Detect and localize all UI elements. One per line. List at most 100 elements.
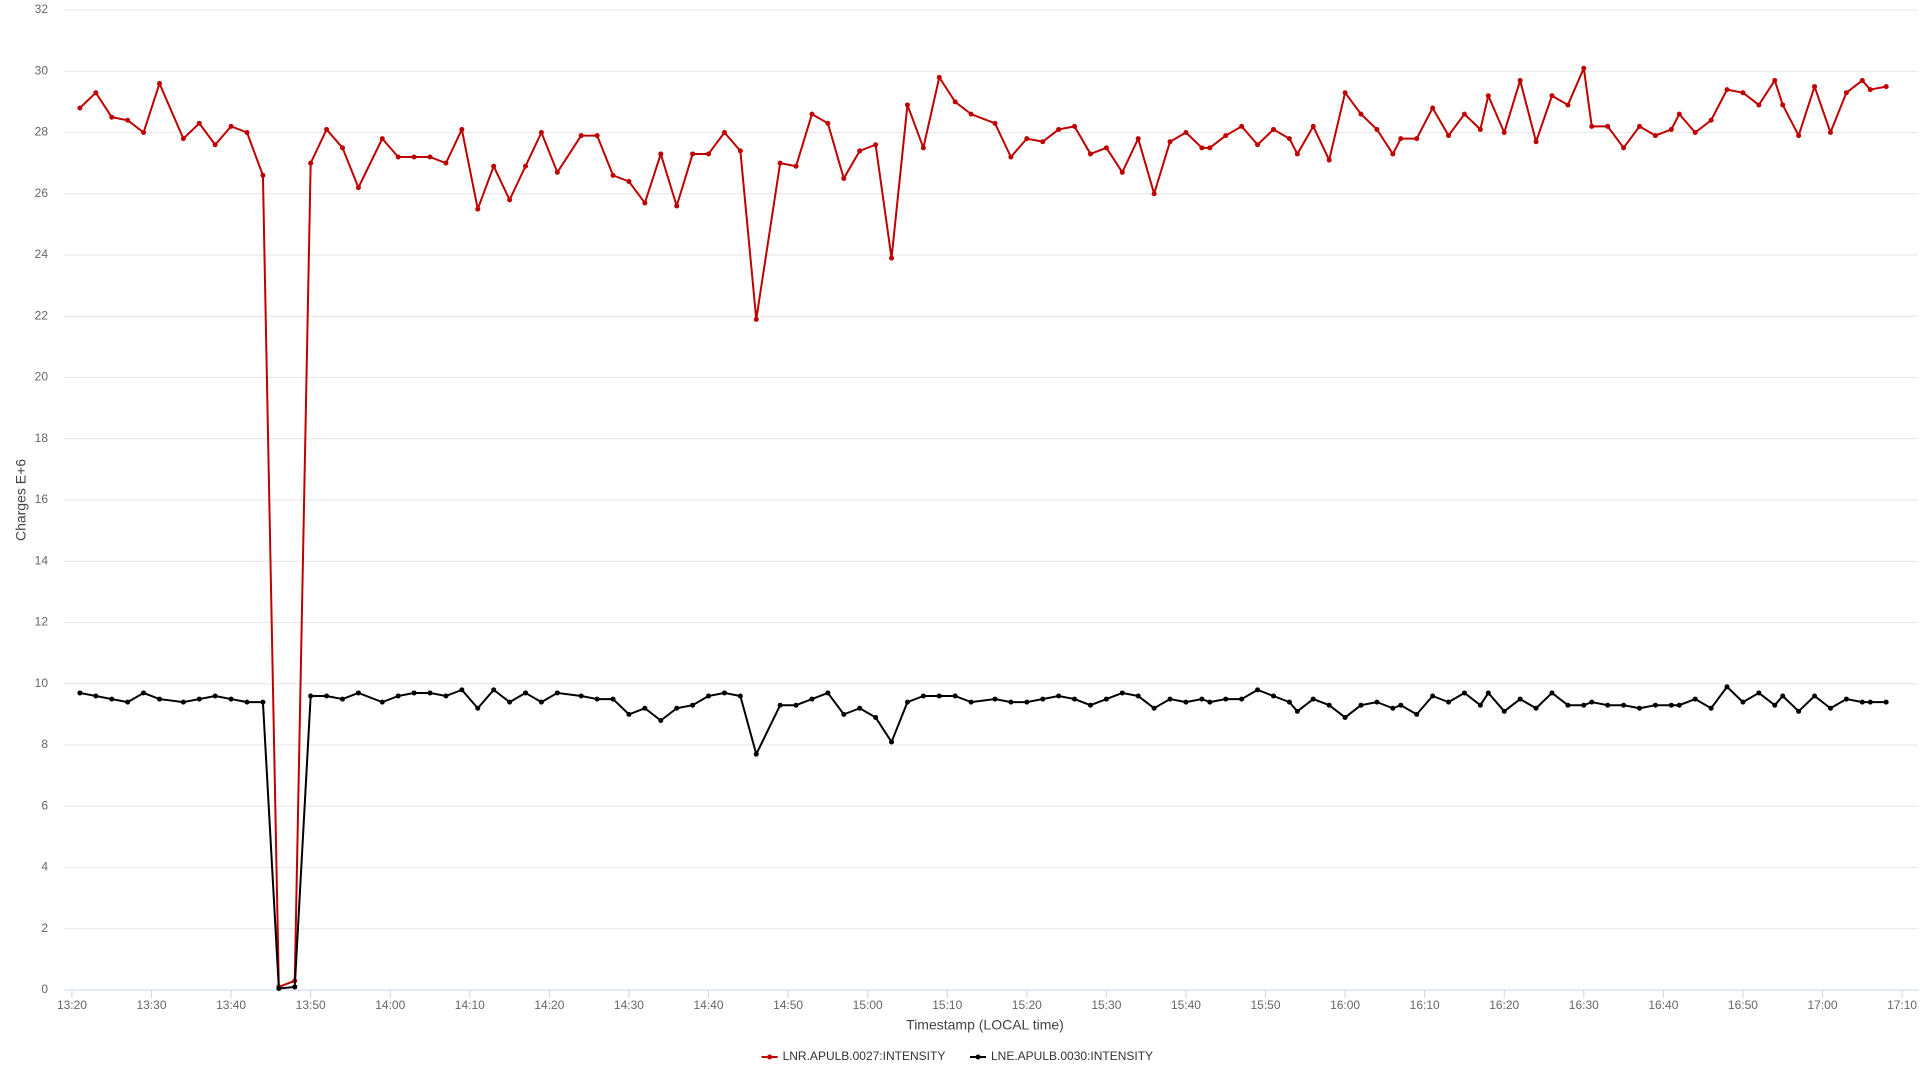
- data-point: [992, 696, 998, 702]
- data-point: [1692, 696, 1698, 702]
- data-point: [1676, 111, 1682, 117]
- data-point: [244, 699, 250, 705]
- y-tick-label: 30: [35, 63, 49, 77]
- data-point: [1581, 702, 1587, 708]
- data-point: [658, 151, 664, 157]
- data-point: [93, 90, 99, 96]
- data-point: [141, 690, 147, 696]
- data-point: [1692, 130, 1698, 135]
- data-point: [1151, 705, 1157, 711]
- data-point: [642, 705, 648, 711]
- data-point: [737, 148, 743, 154]
- data-point: [610, 172, 616, 178]
- data-point: [1668, 702, 1674, 708]
- data-point: [109, 114, 115, 120]
- data-point: [1843, 90, 1849, 96]
- data-point: [674, 705, 680, 711]
- data-point: [889, 255, 895, 261]
- data-point: [578, 693, 584, 699]
- data-point: [1151, 191, 1157, 197]
- data-point: [1310, 696, 1316, 702]
- x-tick-label: 14:00: [375, 998, 405, 1012]
- y-tick-label: 6: [41, 798, 48, 812]
- data-point: [1390, 151, 1396, 157]
- data-point: [841, 175, 847, 181]
- data-point: [379, 136, 385, 142]
- data-point: [196, 120, 202, 126]
- x-tick-label: 14:20: [534, 998, 564, 1012]
- data-point: [825, 690, 831, 696]
- data-point: [753, 751, 759, 757]
- data-point: [93, 693, 99, 699]
- data-point: [1812, 693, 1818, 699]
- y-tick-label: 10: [35, 676, 49, 690]
- data-point: [1461, 690, 1467, 696]
- data-point: [1255, 142, 1261, 148]
- x-tick-label: 14:30: [614, 998, 644, 1012]
- data-point: [674, 203, 680, 209]
- data-point: [1652, 702, 1658, 708]
- data-point: [1740, 90, 1746, 96]
- data-point: [355, 185, 361, 191]
- data-point: [1549, 93, 1555, 99]
- data-point: [1477, 126, 1483, 132]
- data-point: [324, 126, 330, 132]
- data-point: [777, 702, 783, 708]
- data-point: [1199, 145, 1205, 151]
- data-point: [1056, 126, 1062, 132]
- data-point: [1565, 102, 1571, 108]
- data-point: [1796, 708, 1802, 714]
- data-point: [507, 699, 513, 705]
- data-point: [1812, 84, 1818, 90]
- x-tick-label: 14:10: [455, 998, 485, 1012]
- data-point: [180, 699, 186, 705]
- data-point: [857, 148, 863, 154]
- data-point: [1668, 126, 1674, 132]
- data-point: [1294, 708, 1300, 714]
- x-tick-label: 17:00: [1807, 998, 1837, 1012]
- data-point: [841, 711, 847, 717]
- data-point: [1326, 157, 1332, 163]
- data-point: [1724, 87, 1730, 93]
- data-point: [1072, 123, 1078, 129]
- data-point: [411, 154, 417, 160]
- y-tick-label: 4: [41, 860, 48, 874]
- data-point: [1008, 699, 1014, 705]
- data-point: [1135, 136, 1141, 142]
- x-tick-label: 16:50: [1728, 998, 1758, 1012]
- data-point: [825, 120, 831, 126]
- x-tick-label: 13:50: [296, 998, 326, 1012]
- data-point: [1867, 87, 1873, 93]
- data-point: [1708, 705, 1714, 711]
- data-point: [443, 693, 449, 699]
- data-point: [1485, 690, 1491, 696]
- data-point: [1589, 699, 1595, 705]
- data-point: [920, 693, 926, 699]
- data-point: [411, 690, 417, 696]
- data-point: [1374, 699, 1380, 705]
- data-point: [1446, 699, 1452, 705]
- data-point: [1605, 123, 1611, 129]
- data-point: [1398, 136, 1404, 142]
- data-point: [1286, 699, 1292, 705]
- data-point: [1119, 169, 1125, 175]
- data-point: [1008, 154, 1014, 160]
- data-point: [156, 696, 162, 702]
- data-point: [156, 81, 162, 86]
- data-point: [1589, 123, 1595, 129]
- y-tick-label: 32: [35, 2, 49, 16]
- data-point: [1780, 693, 1786, 699]
- y-tick-label: 14: [35, 553, 49, 567]
- data-point: [459, 687, 465, 693]
- data-point: [594, 133, 600, 139]
- data-point: [1398, 702, 1404, 708]
- data-point: [706, 151, 712, 157]
- data-point: [1756, 102, 1762, 108]
- data-point: [523, 163, 529, 169]
- data-point: [244, 130, 250, 135]
- data-point: [1549, 690, 1555, 696]
- x-tick-label: 16:40: [1648, 998, 1678, 1012]
- data-point: [1430, 105, 1436, 111]
- data-point: [1501, 130, 1507, 135]
- data-point: [1207, 699, 1213, 705]
